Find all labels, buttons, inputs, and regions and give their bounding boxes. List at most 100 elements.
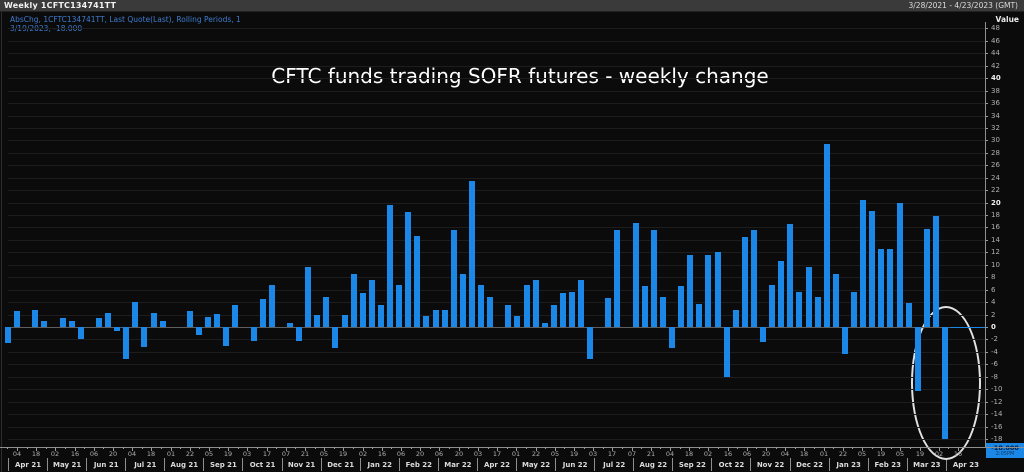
x-axis-month-label[interactable]: Jan 23 xyxy=(828,458,868,471)
bar[interactable] xyxy=(32,310,39,327)
x-axis-month-label[interactable]: Dec 21 xyxy=(320,458,360,471)
x-axis-month-label[interactable]: Nov 21 xyxy=(281,458,321,471)
bar[interactable] xyxy=(832,274,839,327)
bar[interactable] xyxy=(932,216,939,327)
bar[interactable] xyxy=(287,323,293,327)
bar[interactable] xyxy=(641,286,648,327)
bar[interactable] xyxy=(487,297,494,327)
x-axis-month-label[interactable]: May 22 xyxy=(516,458,555,471)
bar[interactable] xyxy=(59,318,66,327)
x-axis-month-label[interactable]: Apr 23 xyxy=(945,458,985,471)
bar[interactable] xyxy=(105,313,112,327)
bar[interactable] xyxy=(778,261,785,327)
bar[interactable] xyxy=(223,327,230,346)
bar[interactable] xyxy=(214,314,221,327)
bar[interactable] xyxy=(368,280,375,327)
bar[interactable] xyxy=(441,310,448,327)
x-axis-month-label[interactable]: Oct 21 xyxy=(242,458,281,471)
bar[interactable] xyxy=(205,317,212,327)
bar[interactable] xyxy=(259,299,266,327)
bar[interactable] xyxy=(14,311,21,327)
bar[interactable] xyxy=(705,255,712,327)
bar[interactable] xyxy=(414,236,421,327)
bar[interactable] xyxy=(605,298,612,327)
bar[interactable] xyxy=(387,205,394,327)
bar[interactable] xyxy=(659,297,666,327)
bar[interactable] xyxy=(741,237,748,327)
bar[interactable] xyxy=(95,318,102,327)
bar[interactable] xyxy=(614,230,621,327)
bar[interactable] xyxy=(141,327,148,347)
bar[interactable] xyxy=(305,267,312,327)
bar[interactable] xyxy=(196,327,203,335)
bar[interactable] xyxy=(678,286,685,327)
bar[interactable] xyxy=(132,302,139,327)
bar[interactable] xyxy=(905,303,912,327)
bar[interactable] xyxy=(587,327,594,359)
bar[interactable] xyxy=(860,200,867,327)
x-axis-month-label[interactable]: May 21 xyxy=(47,458,86,471)
bar[interactable] xyxy=(68,321,75,327)
bar[interactable] xyxy=(459,274,466,327)
bar[interactable] xyxy=(669,327,676,348)
bar[interactable] xyxy=(450,230,457,327)
x-axis-month-label[interactable]: Mar 22 xyxy=(437,458,477,471)
bar[interactable] xyxy=(851,292,858,327)
bar[interactable] xyxy=(632,223,639,327)
x-axis-month-label[interactable]: Jul 22 xyxy=(594,458,633,471)
bar[interactable] xyxy=(505,305,512,327)
series-legend[interactable]: AbsChg, 1CFTC134741TT, Last Quote(Last),… xyxy=(10,15,241,33)
bar[interactable] xyxy=(732,310,739,327)
bar[interactable] xyxy=(823,144,830,327)
bar[interactable] xyxy=(323,297,330,327)
ellipse-annotation[interactable] xyxy=(911,306,981,460)
bar[interactable] xyxy=(405,212,412,327)
bar[interactable] xyxy=(423,316,430,327)
bar[interactable] xyxy=(532,280,539,327)
bar[interactable] xyxy=(296,327,303,341)
x-axis-month-label[interactable]: Apr 21 xyxy=(8,458,47,471)
bar[interactable] xyxy=(696,304,703,327)
bar[interactable] xyxy=(914,327,921,391)
x-axis-month-label[interactable]: Aug 21 xyxy=(164,458,203,471)
x-axis-month-label[interactable]: Nov 22 xyxy=(750,458,789,471)
x-axis-month-label[interactable]: Oct 22 xyxy=(711,458,750,471)
x-axis-month-label[interactable]: Jan 22 xyxy=(359,458,399,471)
bar[interactable] xyxy=(941,327,948,439)
x-axis-month-label[interactable]: Feb 23 xyxy=(867,458,907,471)
bar[interactable] xyxy=(377,305,384,327)
bar[interactable] xyxy=(5,327,11,343)
bar[interactable] xyxy=(41,321,48,327)
bar[interactable] xyxy=(114,327,121,331)
x-axis-month-label[interactable]: Sep 21 xyxy=(203,458,242,471)
bar[interactable] xyxy=(896,203,903,327)
bar[interactable] xyxy=(878,249,885,327)
bar[interactable] xyxy=(750,230,757,327)
bar[interactable] xyxy=(359,293,366,327)
bar[interactable] xyxy=(468,181,475,327)
bar[interactable] xyxy=(350,274,357,327)
bar[interactable] xyxy=(159,321,166,327)
x-axis-month-label[interactable]: Apr 22 xyxy=(476,458,516,471)
x-axis-month-label[interactable]: Sep 22 xyxy=(672,458,711,471)
bar[interactable] xyxy=(250,327,257,341)
bar[interactable] xyxy=(559,293,566,327)
x-axis-month-label[interactable]: Aug 22 xyxy=(633,458,672,471)
bar[interactable] xyxy=(332,327,339,348)
x-axis-month-label[interactable]: Dec 22 xyxy=(789,458,829,471)
bar[interactable] xyxy=(432,310,439,327)
x-axis-month-label[interactable]: Jun 21 xyxy=(86,458,125,471)
last-value-badge[interactable]: -18.000 2:05PM xyxy=(986,443,1024,458)
bar[interactable] xyxy=(805,267,812,327)
bar[interactable] xyxy=(760,327,767,342)
bar[interactable] xyxy=(714,252,721,327)
bar[interactable] xyxy=(769,285,776,327)
bar[interactable] xyxy=(186,311,193,327)
bar[interactable] xyxy=(341,315,348,327)
x-axis-month-label[interactable]: Jul 21 xyxy=(125,458,164,471)
chart-titlebar[interactable]: Weekly 1CFTC134741TT 3/28/2021 - 4/23/20… xyxy=(0,0,1024,12)
bar[interactable] xyxy=(869,211,876,327)
bar[interactable] xyxy=(77,327,84,339)
bar[interactable] xyxy=(887,249,894,327)
bar[interactable] xyxy=(578,280,585,327)
